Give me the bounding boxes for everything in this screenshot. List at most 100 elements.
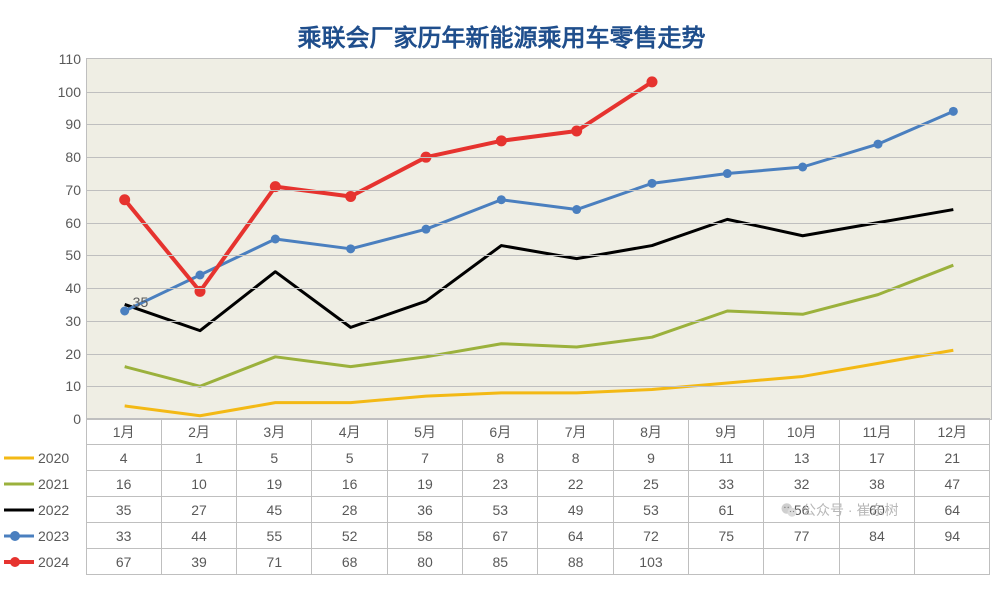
- legend-cell-2021: 2021: [0, 471, 86, 497]
- y-tick-label: 50: [65, 247, 81, 263]
- table-cell: 27: [161, 497, 236, 523]
- legend-cell-2023: 2023: [0, 523, 86, 549]
- table-cell: 35: [86, 497, 161, 523]
- gridline: [87, 92, 991, 93]
- table-cell: 7: [387, 445, 462, 471]
- table-cell: 39: [161, 549, 236, 575]
- table-cell: 47: [915, 471, 990, 497]
- series-marker-2024: [647, 76, 658, 87]
- y-tick-label: 70: [65, 182, 81, 198]
- table-cell: [689, 549, 764, 575]
- gridline: [87, 288, 991, 289]
- series-marker-2024: [119, 194, 130, 205]
- legend-label: 2021: [38, 476, 69, 492]
- table-row: 20204155788911131721: [0, 445, 990, 471]
- table-cell: 77: [764, 523, 839, 549]
- table-corner-cell: [0, 419, 86, 445]
- legend-marker-icon: [10, 531, 20, 541]
- table-cell: 49: [538, 497, 613, 523]
- gridline: [87, 190, 991, 191]
- y-tick-label: 40: [65, 280, 81, 296]
- table-cell: [839, 549, 914, 575]
- table-cell: 8: [463, 445, 538, 471]
- data-table: 1月2月3月4月5月6月7月8月9月10月11月12月2020415578891…: [0, 418, 990, 575]
- table-cell: 75: [689, 523, 764, 549]
- legend-marker-icon: [10, 557, 20, 567]
- table-cell: 5: [312, 445, 387, 471]
- series-marker-2023: [497, 195, 506, 204]
- table-cell: 33: [689, 471, 764, 497]
- y-tick-label: 110: [59, 51, 81, 67]
- legend-label: 2022: [38, 502, 69, 518]
- y-tick-label: 30: [65, 313, 81, 329]
- table-col-header: 9月: [689, 419, 764, 445]
- table-cell: 45: [237, 497, 312, 523]
- table-col-header: 12月: [915, 419, 990, 445]
- table-cell: 4: [86, 445, 161, 471]
- series-marker-2023: [271, 235, 280, 244]
- table-cell: 44: [161, 523, 236, 549]
- table-row: 2023334455525867647275778494: [0, 523, 990, 549]
- series-marker-2023: [798, 163, 807, 172]
- y-tick-label: 90: [65, 116, 81, 132]
- table-row: 202467397168808588103: [0, 549, 990, 575]
- legend-line-icon: [4, 482, 34, 485]
- data-annotation: 35: [133, 294, 149, 310]
- table-cell: 55: [237, 523, 312, 549]
- series-marker-2024: [571, 126, 582, 137]
- series-line-2022: [125, 210, 954, 331]
- table-row: 2021161019161923222533323847: [0, 471, 990, 497]
- legend-cell-2022: 2022: [0, 497, 86, 523]
- table-cell: 10: [161, 471, 236, 497]
- gridline: [87, 321, 991, 322]
- table-col-header: 6月: [463, 419, 538, 445]
- table-cell: 9: [613, 445, 688, 471]
- series-marker-2023: [648, 179, 657, 188]
- table-col-header: 2月: [161, 419, 236, 445]
- table-cell: 16: [86, 471, 161, 497]
- table-cell: 8: [538, 445, 613, 471]
- table-cell: 67: [86, 549, 161, 575]
- table-cell: 53: [613, 497, 688, 523]
- table-cell: 13: [764, 445, 839, 471]
- legend-cell-2024: 2024: [0, 549, 86, 575]
- y-tick-label: 20: [65, 346, 81, 362]
- chart-title: 乘联会厂家历年新能源乘用车零售走势: [0, 0, 1003, 61]
- table-cell: 32: [764, 471, 839, 497]
- y-tick-label: 80: [65, 149, 81, 165]
- series-marker-2023: [422, 225, 431, 234]
- table-cell: 33: [86, 523, 161, 549]
- legend-cell-2020: 2020: [0, 445, 86, 471]
- table-cell: 61: [689, 497, 764, 523]
- series-marker-2023: [874, 140, 883, 149]
- gridline: [87, 124, 991, 125]
- table-cell: 25: [613, 471, 688, 497]
- series-marker-2023: [346, 244, 355, 253]
- table-col-header: 4月: [312, 419, 387, 445]
- table-cell: 67: [463, 523, 538, 549]
- table-cell: 36: [387, 497, 462, 523]
- series-line-2024: [125, 82, 652, 291]
- watermark: 公众号 · 崔东树: [780, 500, 898, 520]
- legend-line-icon: [4, 456, 34, 459]
- table-cell: 103: [613, 549, 688, 575]
- watermark-text: 公众号 · 崔东树: [802, 500, 898, 520]
- chart-svg: [87, 59, 991, 419]
- y-tick-label: 10: [65, 378, 81, 394]
- table-cell: 23: [463, 471, 538, 497]
- gridline: [87, 157, 991, 158]
- series-line-2021: [125, 265, 954, 386]
- table-cell: 1: [161, 445, 236, 471]
- table-cell: 53: [463, 497, 538, 523]
- table-cell: 85: [463, 549, 538, 575]
- table-header-row: 1月2月3月4月5月6月7月8月9月10月11月12月: [0, 419, 990, 445]
- series-line-2020: [125, 350, 954, 415]
- gridline: [87, 386, 991, 387]
- plot-area: 010203040506070809010011035: [86, 58, 992, 420]
- table-cell: 64: [915, 497, 990, 523]
- table-cell: 19: [237, 471, 312, 497]
- chart-container: 乘联会厂家历年新能源乘用车零售走势 0102030405060708090100…: [0, 0, 1003, 598]
- table-cell: 38: [839, 471, 914, 497]
- series-marker-2024: [496, 135, 507, 146]
- table-cell: 17: [839, 445, 914, 471]
